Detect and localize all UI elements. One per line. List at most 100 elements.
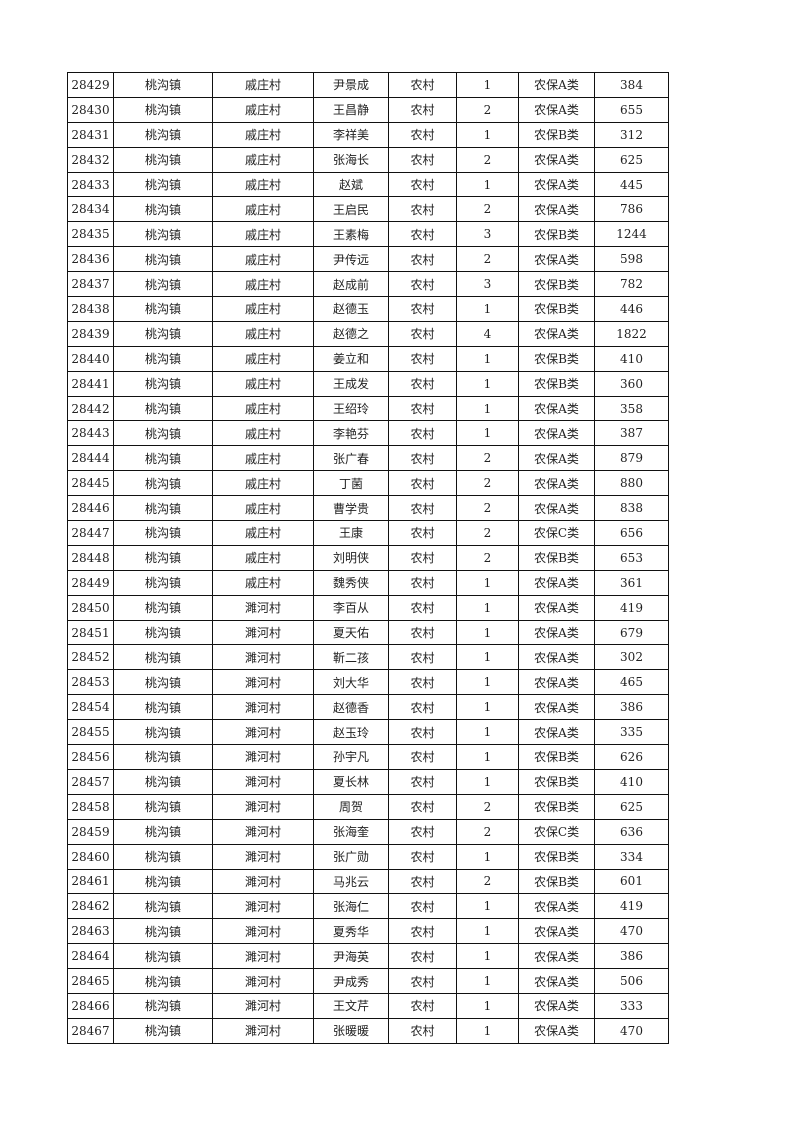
table-row: 28460 桃沟镇 濉河村 张广勋 农村 1 农保B类 334 bbox=[67, 843, 669, 870]
cell-record-id: 28438 bbox=[67, 296, 114, 322]
cell-village: 戚庄村 bbox=[212, 345, 314, 372]
table-row: 28431 桃沟镇 戚庄村 李祥美 农村 1 农保B类 312 bbox=[67, 121, 669, 148]
cell-household-type: 农村 bbox=[388, 470, 457, 497]
cell-household-type: 农村 bbox=[388, 968, 457, 994]
cell-record-id: 28433 bbox=[67, 171, 114, 198]
cell-household-type: 农村 bbox=[388, 744, 457, 770]
cell-village: 戚庄村 bbox=[212, 121, 314, 148]
cell-person-name: 赵德玉 bbox=[313, 296, 389, 322]
table-body: 28429 桃沟镇 戚庄村 尹景成 农村 1 农保A类 384 28430 桃沟镇 戚庄村 王昌静 农村… bbox=[67, 72, 669, 1044]
table-row: 28451 桃沟镇 濉河村 夏天佑 农村 1 农保A类 679 bbox=[67, 619, 669, 646]
cell-insurance-category: 农保B类 bbox=[518, 544, 595, 571]
cell-town: 桃沟镇 bbox=[113, 520, 213, 546]
cell-insurance-category: 农保A类 bbox=[518, 320, 595, 347]
cell-household-type: 农村 bbox=[388, 246, 457, 273]
cell-town: 桃沟镇 bbox=[113, 445, 213, 472]
table-row: 28444 桃沟镇 戚庄村 张广春 农村 2 农保A类 879 bbox=[67, 445, 669, 472]
cell-amount: 636 bbox=[594, 818, 669, 845]
cell-town: 桃沟镇 bbox=[113, 619, 213, 646]
cell-household-type: 农村 bbox=[388, 296, 457, 322]
cell-household-type: 农村 bbox=[388, 619, 457, 646]
cell-person-name: 张广勋 bbox=[313, 843, 389, 870]
cell-village: 戚庄村 bbox=[212, 96, 314, 123]
cell-member-count: 1 bbox=[456, 121, 519, 148]
cell-amount: 419 bbox=[594, 594, 669, 621]
cell-record-id: 28440 bbox=[67, 345, 114, 372]
cell-insurance-category: 农保B类 bbox=[518, 868, 595, 895]
cell-member-count: 3 bbox=[456, 271, 519, 298]
cell-village: 戚庄村 bbox=[212, 146, 314, 173]
cell-person-name: 丁菌 bbox=[313, 470, 389, 497]
cell-village: 濉河村 bbox=[212, 719, 314, 746]
cell-amount: 679 bbox=[594, 619, 669, 646]
cell-insurance-category: 农保A类 bbox=[518, 96, 595, 123]
cell-person-name: 周贺 bbox=[313, 793, 389, 820]
cell-village: 濉河村 bbox=[212, 768, 314, 795]
table-row: 28453 桃沟镇 濉河村 刘大华 农村 1 农保A类 465 bbox=[67, 669, 669, 696]
cell-village: 戚庄村 bbox=[212, 72, 314, 98]
cell-household-type: 农村 bbox=[388, 644, 457, 671]
cell-person-name: 赵德香 bbox=[313, 694, 389, 721]
cell-village: 戚庄村 bbox=[212, 544, 314, 571]
cell-insurance-category: 农保A类 bbox=[518, 719, 595, 746]
cell-person-name: 李祥美 bbox=[313, 121, 389, 148]
cell-amount: 361 bbox=[594, 569, 669, 596]
table-row: 28467 桃沟镇 濉河村 张暖暖 农村 1 农保A类 470 bbox=[67, 1017, 669, 1044]
cell-household-type: 农村 bbox=[388, 669, 457, 696]
cell-town: 桃沟镇 bbox=[113, 768, 213, 795]
cell-town: 桃沟镇 bbox=[113, 719, 213, 746]
cell-amount: 786 bbox=[594, 196, 669, 223]
cell-household-type: 农村 bbox=[388, 719, 457, 746]
cell-record-id: 28435 bbox=[67, 221, 114, 248]
cell-member-count: 1 bbox=[456, 694, 519, 721]
cell-town: 桃沟镇 bbox=[113, 171, 213, 198]
cell-record-id: 28443 bbox=[67, 420, 114, 447]
cell-town: 桃沟镇 bbox=[113, 96, 213, 123]
cell-record-id: 28441 bbox=[67, 370, 114, 397]
cell-member-count: 1 bbox=[456, 420, 519, 447]
cell-amount: 419 bbox=[594, 893, 669, 920]
cell-insurance-category: 农保C类 bbox=[518, 818, 595, 845]
cell-town: 桃沟镇 bbox=[113, 569, 213, 596]
cell-household-type: 农村 bbox=[388, 345, 457, 372]
cell-member-count: 2 bbox=[456, 544, 519, 571]
table-row: 28454 桃沟镇 濉河村 赵德香 农村 1 农保A类 386 bbox=[67, 694, 669, 721]
cell-person-name: 赵德之 bbox=[313, 320, 389, 347]
cell-household-type: 农村 bbox=[388, 694, 457, 721]
cell-member-count: 2 bbox=[456, 246, 519, 273]
table-row: 28443 桃沟镇 戚庄村 李艳芬 农村 1 农保A类 387 bbox=[67, 420, 669, 447]
cell-person-name: 王素梅 bbox=[313, 221, 389, 248]
cell-town: 桃沟镇 bbox=[113, 868, 213, 895]
cell-village: 戚庄村 bbox=[212, 320, 314, 347]
cell-person-name: 王成发 bbox=[313, 370, 389, 397]
cell-town: 桃沟镇 bbox=[113, 918, 213, 945]
cell-insurance-category: 农保A类 bbox=[518, 619, 595, 646]
table-row: 28434 桃沟镇 戚庄村 王启民 农村 2 农保A类 786 bbox=[67, 196, 669, 223]
cell-town: 桃沟镇 bbox=[113, 246, 213, 273]
cell-person-name: 夏长林 bbox=[313, 768, 389, 795]
cell-insurance-category: 农保A类 bbox=[518, 918, 595, 945]
cell-member-count: 1 bbox=[456, 1017, 519, 1044]
cell-village: 濉河村 bbox=[212, 793, 314, 820]
cell-town: 桃沟镇 bbox=[113, 544, 213, 571]
cell-insurance-category: 农保A类 bbox=[518, 171, 595, 198]
cell-record-id: 28462 bbox=[67, 893, 114, 920]
cell-person-name: 张暖暖 bbox=[313, 1017, 389, 1044]
cell-insurance-category: 农保A类 bbox=[518, 196, 595, 223]
cell-insurance-category: 农保B类 bbox=[518, 744, 595, 770]
cell-person-name: 尹传远 bbox=[313, 246, 389, 273]
cell-record-id: 28444 bbox=[67, 445, 114, 472]
cell-amount: 1244 bbox=[594, 221, 669, 248]
cell-record-id: 28460 bbox=[67, 843, 114, 870]
cell-person-name: 夏秀华 bbox=[313, 918, 389, 945]
cell-record-id: 28466 bbox=[67, 992, 114, 1019]
cell-household-type: 农村 bbox=[388, 868, 457, 895]
cell-household-type: 农村 bbox=[388, 196, 457, 223]
cell-village: 濉河村 bbox=[212, 818, 314, 845]
cell-person-name: 王昌静 bbox=[313, 96, 389, 123]
cell-village: 戚庄村 bbox=[212, 445, 314, 472]
table-row: 28464 桃沟镇 濉河村 尹海英 农村 1 农保A类 386 bbox=[67, 943, 669, 970]
cell-village: 濉河村 bbox=[212, 893, 314, 920]
cell-person-name: 张海长 bbox=[313, 146, 389, 173]
cell-village: 濉河村 bbox=[212, 868, 314, 895]
